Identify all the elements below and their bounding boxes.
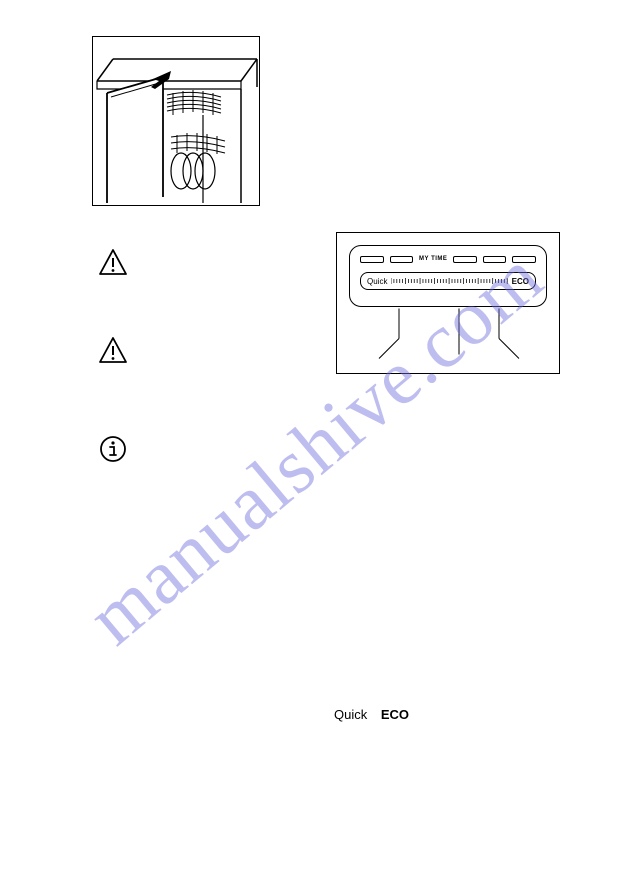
bottom-quick-label: Quick — [334, 707, 367, 722]
figure-dishwasher — [92, 36, 260, 206]
mytime-label: MY TIME — [419, 256, 447, 262]
info-icon — [98, 434, 128, 464]
panel-callouts — [349, 308, 547, 367]
mytime-segment-row: MY TIME — [360, 252, 536, 266]
segment — [390, 256, 414, 263]
eco-label: ECO — [512, 277, 529, 286]
page-root: MY TIME Quick — [0, 0, 629, 893]
segment — [512, 256, 536, 263]
bottom-label-row: Quick ECO — [334, 707, 409, 722]
panel-inner: MY TIME Quick — [349, 245, 547, 307]
quick-label: Quick — [367, 277, 387, 286]
warning-icon — [98, 336, 128, 366]
bottom-eco-label: ECO — [381, 707, 409, 722]
warning-icon — [98, 248, 128, 278]
tick-scale — [391, 276, 507, 286]
segment — [453, 256, 477, 263]
figure-control-panel: MY TIME Quick — [336, 232, 560, 374]
segment — [360, 256, 384, 263]
dishwasher-illustration — [93, 37, 259, 205]
program-lozenge: Quick — [360, 272, 536, 290]
segment — [483, 256, 507, 263]
